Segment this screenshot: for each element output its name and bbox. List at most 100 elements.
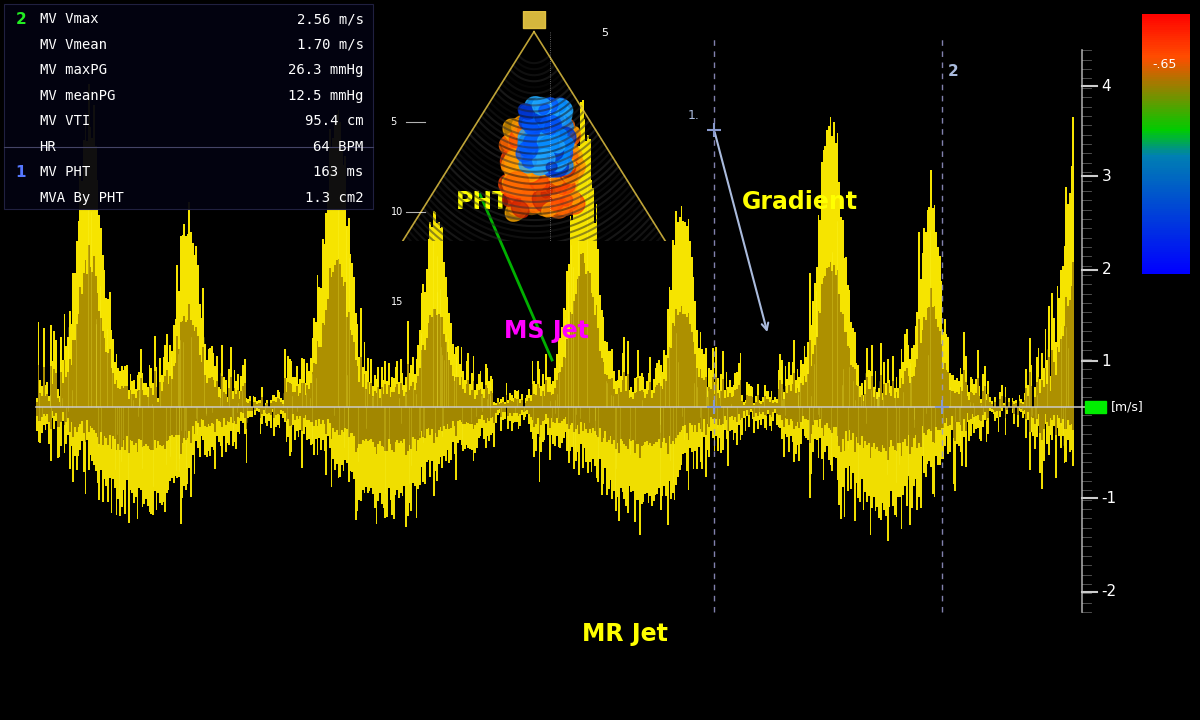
Ellipse shape	[560, 154, 586, 177]
Ellipse shape	[551, 151, 574, 172]
Ellipse shape	[509, 184, 536, 208]
Ellipse shape	[517, 185, 540, 207]
Ellipse shape	[533, 192, 560, 216]
Text: MV Vmax: MV Vmax	[40, 12, 98, 27]
Ellipse shape	[528, 119, 552, 143]
Ellipse shape	[560, 194, 572, 206]
Ellipse shape	[526, 179, 553, 204]
Ellipse shape	[509, 149, 530, 168]
Ellipse shape	[526, 153, 545, 172]
Ellipse shape	[554, 183, 566, 194]
Ellipse shape	[515, 125, 540, 148]
Ellipse shape	[522, 118, 538, 132]
Ellipse shape	[556, 137, 572, 152]
Ellipse shape	[530, 156, 551, 175]
Ellipse shape	[546, 174, 563, 190]
Ellipse shape	[508, 156, 532, 180]
Ellipse shape	[559, 201, 571, 212]
Ellipse shape	[544, 140, 560, 156]
Ellipse shape	[551, 131, 562, 141]
Ellipse shape	[540, 123, 563, 144]
Ellipse shape	[516, 140, 538, 162]
Ellipse shape	[532, 122, 551, 138]
Ellipse shape	[511, 114, 540, 140]
Ellipse shape	[552, 132, 572, 152]
Ellipse shape	[512, 151, 540, 176]
Ellipse shape	[516, 160, 540, 182]
Ellipse shape	[516, 143, 538, 163]
Ellipse shape	[535, 145, 551, 162]
Text: MS Jet: MS Jet	[504, 319, 589, 343]
Ellipse shape	[520, 104, 536, 120]
Ellipse shape	[564, 192, 580, 209]
Ellipse shape	[522, 155, 536, 168]
Ellipse shape	[529, 153, 553, 174]
Ellipse shape	[523, 140, 534, 151]
Ellipse shape	[538, 141, 560, 161]
Bar	[1085, 401, 1106, 413]
Ellipse shape	[548, 105, 571, 125]
Ellipse shape	[560, 142, 580, 160]
Ellipse shape	[509, 134, 523, 150]
Ellipse shape	[551, 145, 572, 166]
Ellipse shape	[533, 149, 554, 169]
Ellipse shape	[526, 126, 538, 138]
Ellipse shape	[520, 140, 536, 156]
Ellipse shape	[556, 174, 570, 188]
Ellipse shape	[529, 151, 554, 177]
Ellipse shape	[562, 144, 578, 160]
Ellipse shape	[514, 169, 524, 180]
Ellipse shape	[559, 203, 572, 215]
Ellipse shape	[530, 159, 540, 168]
Ellipse shape	[536, 109, 550, 121]
Ellipse shape	[545, 146, 557, 158]
Ellipse shape	[535, 122, 554, 140]
Ellipse shape	[539, 104, 550, 114]
Ellipse shape	[518, 112, 538, 129]
Text: 2: 2	[16, 12, 26, 27]
Ellipse shape	[545, 145, 569, 166]
Ellipse shape	[563, 164, 583, 183]
Ellipse shape	[552, 110, 563, 120]
Ellipse shape	[541, 150, 554, 162]
Ellipse shape	[516, 179, 532, 195]
Ellipse shape	[532, 127, 551, 145]
Text: 26.3 mmHg: 26.3 mmHg	[288, 63, 364, 78]
Ellipse shape	[551, 131, 571, 150]
Ellipse shape	[546, 162, 557, 172]
Ellipse shape	[536, 161, 558, 182]
Text: MV Vmean: MV Vmean	[40, 38, 107, 52]
Ellipse shape	[556, 122, 571, 135]
Ellipse shape	[551, 126, 563, 137]
Ellipse shape	[546, 127, 565, 149]
Ellipse shape	[547, 129, 559, 140]
Ellipse shape	[544, 161, 560, 176]
Text: MV maxPG: MV maxPG	[40, 63, 107, 78]
Ellipse shape	[520, 124, 536, 141]
Ellipse shape	[508, 147, 533, 171]
Ellipse shape	[540, 165, 554, 178]
Ellipse shape	[533, 191, 553, 212]
Ellipse shape	[514, 137, 524, 146]
Ellipse shape	[511, 200, 529, 217]
Text: 5: 5	[390, 117, 397, 127]
Ellipse shape	[550, 135, 569, 154]
Text: MV meanPG: MV meanPG	[40, 89, 115, 103]
Ellipse shape	[517, 120, 535, 138]
Ellipse shape	[526, 117, 542, 132]
Ellipse shape	[557, 140, 566, 149]
Ellipse shape	[566, 127, 580, 139]
Ellipse shape	[540, 115, 562, 135]
Ellipse shape	[505, 172, 533, 197]
Ellipse shape	[523, 153, 538, 169]
Ellipse shape	[523, 133, 544, 150]
Text: MR Jet: MR Jet	[582, 621, 668, 646]
Ellipse shape	[556, 114, 565, 124]
Ellipse shape	[559, 148, 582, 171]
Ellipse shape	[560, 158, 584, 179]
Ellipse shape	[509, 145, 533, 168]
Ellipse shape	[550, 145, 570, 163]
Ellipse shape	[550, 141, 570, 162]
Ellipse shape	[503, 119, 529, 145]
Ellipse shape	[520, 192, 545, 215]
